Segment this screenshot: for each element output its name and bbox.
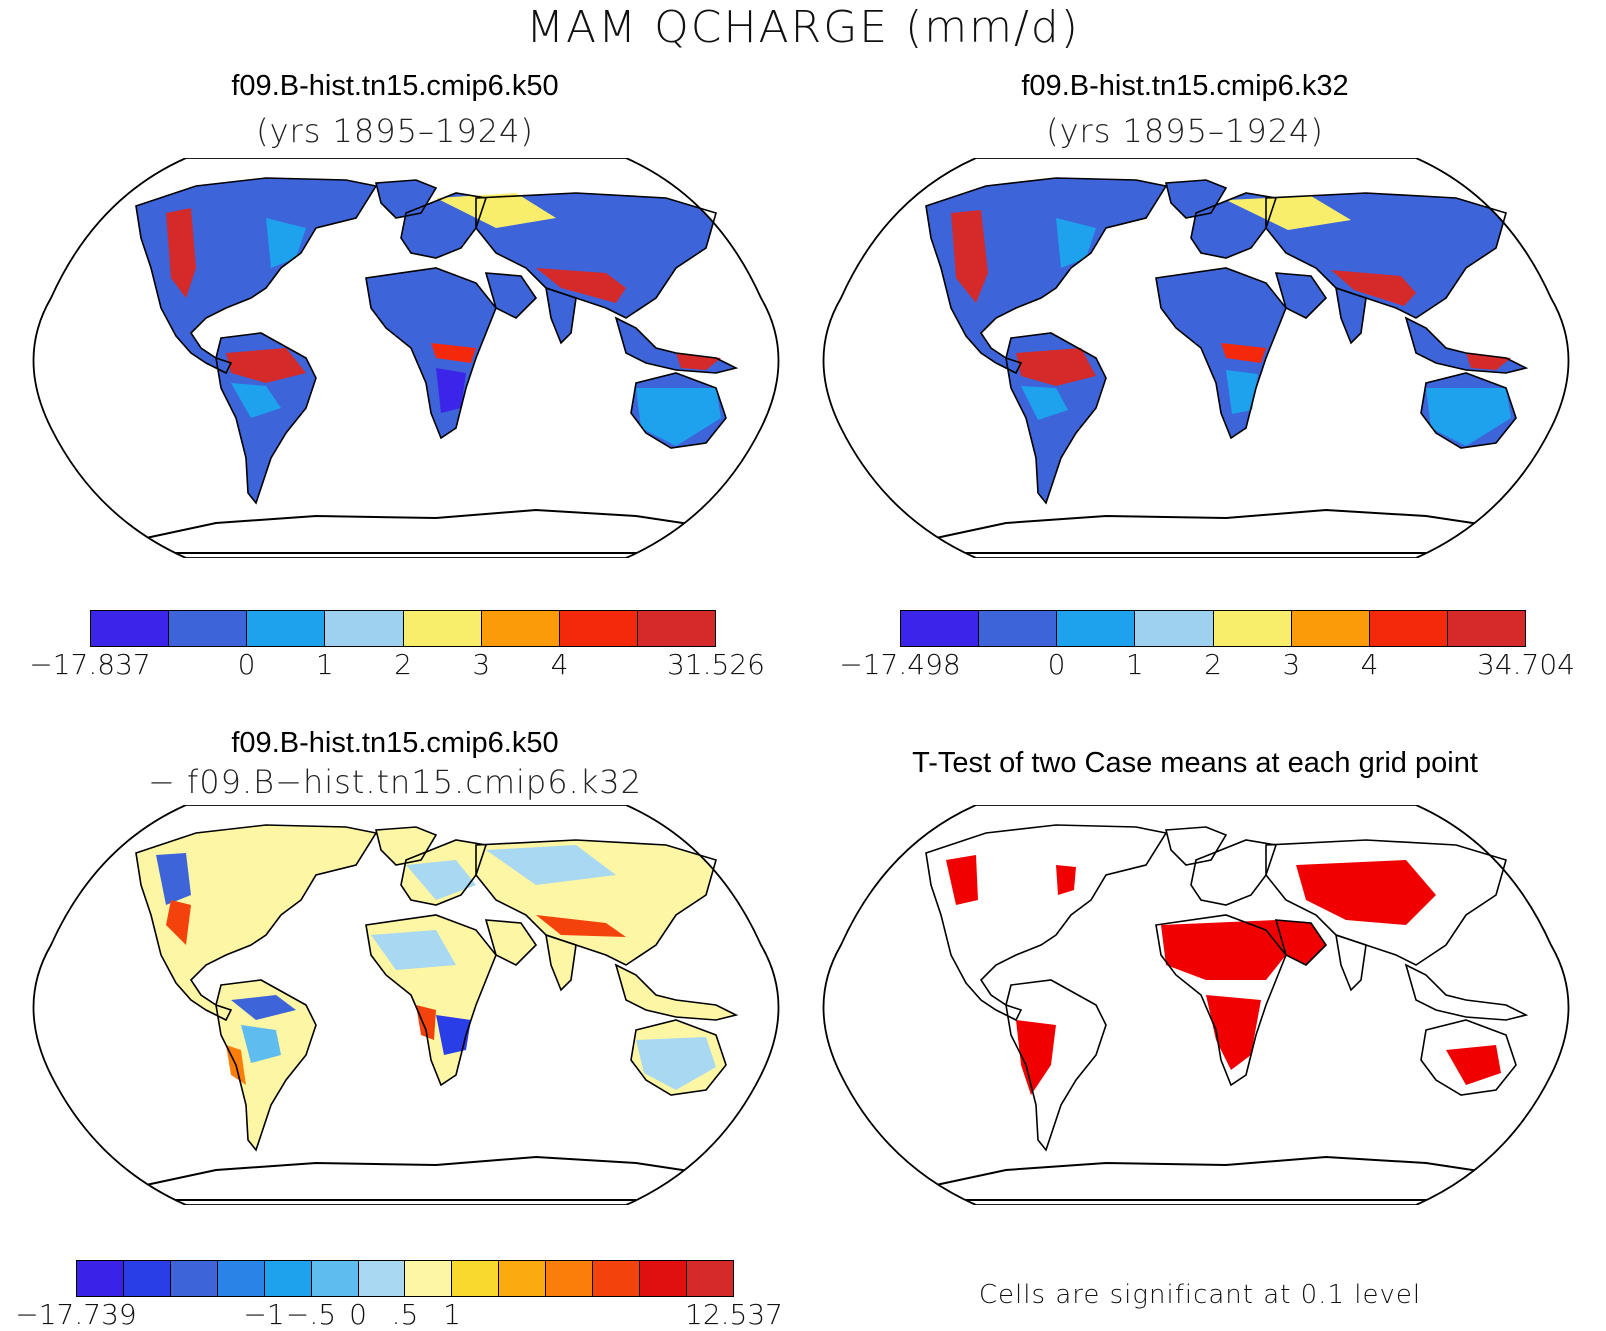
colorbar-tick-label: 34.704 <box>1477 648 1575 681</box>
colorbar-box <box>325 611 404 646</box>
panel-ttest-title: T-Test of two Case means at each grid po… <box>912 747 1478 779</box>
panel-k50-subtitle: (yrs 1895–1924) <box>256 112 534 150</box>
k50-field-overlay <box>166 193 721 446</box>
panel-diff-map <box>32 805 780 1205</box>
colorbar-box <box>686 1261 733 1296</box>
colorbar-tick-label: −17.837 <box>29 648 151 681</box>
colorbar-box <box>247 611 326 646</box>
colorbar-box <box>901 611 980 646</box>
colorbar-tick-label: 12.537 <box>685 1298 783 1331</box>
colorbar-box <box>405 1261 453 1296</box>
panel-k32-map <box>822 158 1570 558</box>
colorbar-tick-label: −17.498 <box>839 648 961 681</box>
colorbar-tick-label: 1 <box>1125 648 1144 681</box>
colorbar-box <box>169 611 248 646</box>
panel-k32-colorbar <box>900 610 1526 647</box>
colorbar-tick-label: 31.526 <box>667 648 765 681</box>
colorbar-box <box>559 611 638 646</box>
colorbar-box <box>311 1261 359 1296</box>
colorbar-box <box>979 611 1058 646</box>
colorbar-tick-label: 2 <box>1204 648 1222 681</box>
colorbar-tick-label: 1 <box>443 1298 461 1331</box>
ttest-significance-overlay <box>946 855 1501 1095</box>
colorbar-box <box>1135 611 1214 646</box>
colorbar-tick-label: −1 <box>243 1298 285 1331</box>
panel-k50-colorbar <box>90 610 716 647</box>
colorbar-tick-label: 2 <box>394 648 412 681</box>
colorbar-tick-label: 0 <box>1047 648 1066 681</box>
colorbar-box <box>499 1261 547 1296</box>
colorbar-tick-label: 3 <box>1282 648 1301 681</box>
colorbar-box <box>358 1261 406 1296</box>
colorbar-box <box>1369 611 1448 646</box>
colorbar-tick-label: 0 <box>237 648 256 681</box>
colorbar-tick-label: 4 <box>1360 648 1379 681</box>
colorbar-box <box>1213 611 1292 646</box>
panel-k32-subtitle: (yrs 1895–1924) <box>1046 112 1324 150</box>
colorbar-box <box>593 1261 641 1296</box>
colorbar-tick-label: .5 <box>391 1298 419 1331</box>
panel-k50-title: f09.B-hist.tn15.cmip6.k50 <box>231 70 559 102</box>
colorbar-box <box>123 1261 171 1296</box>
colorbar-box <box>481 611 560 646</box>
colorbar-box <box>637 611 715 646</box>
colorbar-tick-label: −17.739 <box>15 1298 137 1331</box>
panel-diff-colorbar <box>76 1260 734 1297</box>
colorbar-tick-label: 4 <box>550 648 569 681</box>
panel-k50-map <box>32 158 780 558</box>
panel-ttest-map <box>822 805 1570 1205</box>
colorbar-box <box>640 1261 687 1296</box>
colorbar-box <box>452 1261 500 1296</box>
colorbar-tick-label: 1 <box>315 648 334 681</box>
colorbar-box <box>1057 611 1136 646</box>
colorbar-tick-label: −.5 <box>285 1298 337 1331</box>
colorbar-tick-label: 0 <box>349 1298 367 1331</box>
colorbar-box <box>1447 611 1525 646</box>
colorbar-box <box>264 1261 312 1296</box>
colorbar-box <box>217 1261 265 1296</box>
colorbar-box <box>546 1261 594 1296</box>
significance-note: Cells are significant at 0.1 level <box>978 1280 1422 1310</box>
colorbar-box <box>170 1261 218 1296</box>
colorbar-box <box>77 1261 124 1296</box>
diff-field-overlay <box>156 845 716 1090</box>
panel-diff-title: f09.B-hist.tn15.cmip6.k50 <box>231 727 559 759</box>
k32-field-overlay <box>951 196 1511 446</box>
colorbar-box <box>403 611 482 646</box>
panel-diff-subtitle: − f09.B−hist.tn15.cmip6.k32 <box>148 763 642 801</box>
main-title: MAM QCHARGE (mm/d) <box>526 2 1080 53</box>
colorbar-box <box>1291 611 1370 646</box>
colorbar-box <box>91 611 170 646</box>
panel-k32-title: f09.B-hist.tn15.cmip6.k32 <box>1021 70 1349 102</box>
colorbar-tick-label: 3 <box>472 648 491 681</box>
